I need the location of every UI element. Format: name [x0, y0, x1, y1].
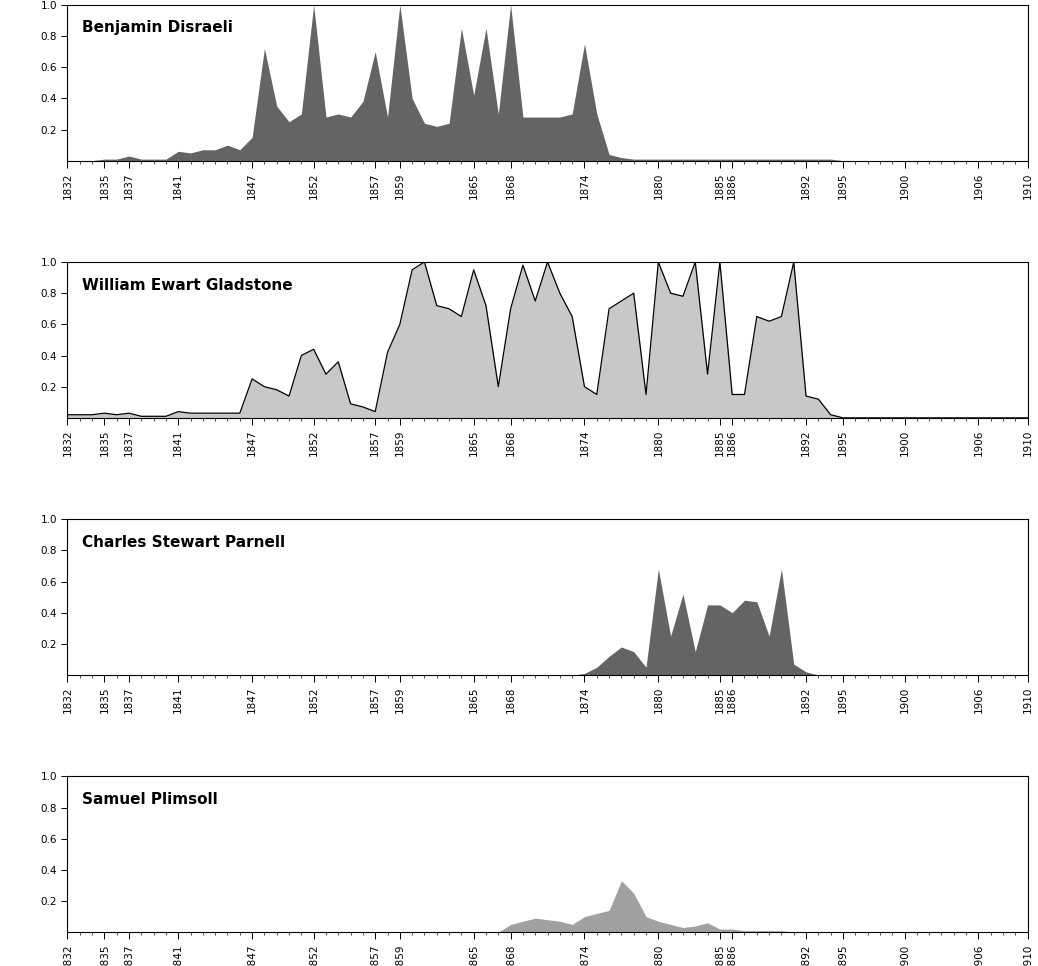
Text: Charles Stewart Parnell: Charles Stewart Parnell [82, 535, 285, 550]
Text: Samuel Plimsoll: Samuel Plimsoll [82, 792, 218, 807]
Text: Benjamin Disraeli: Benjamin Disraeli [82, 20, 233, 36]
Text: William Ewart Gladstone: William Ewart Gladstone [82, 277, 293, 293]
